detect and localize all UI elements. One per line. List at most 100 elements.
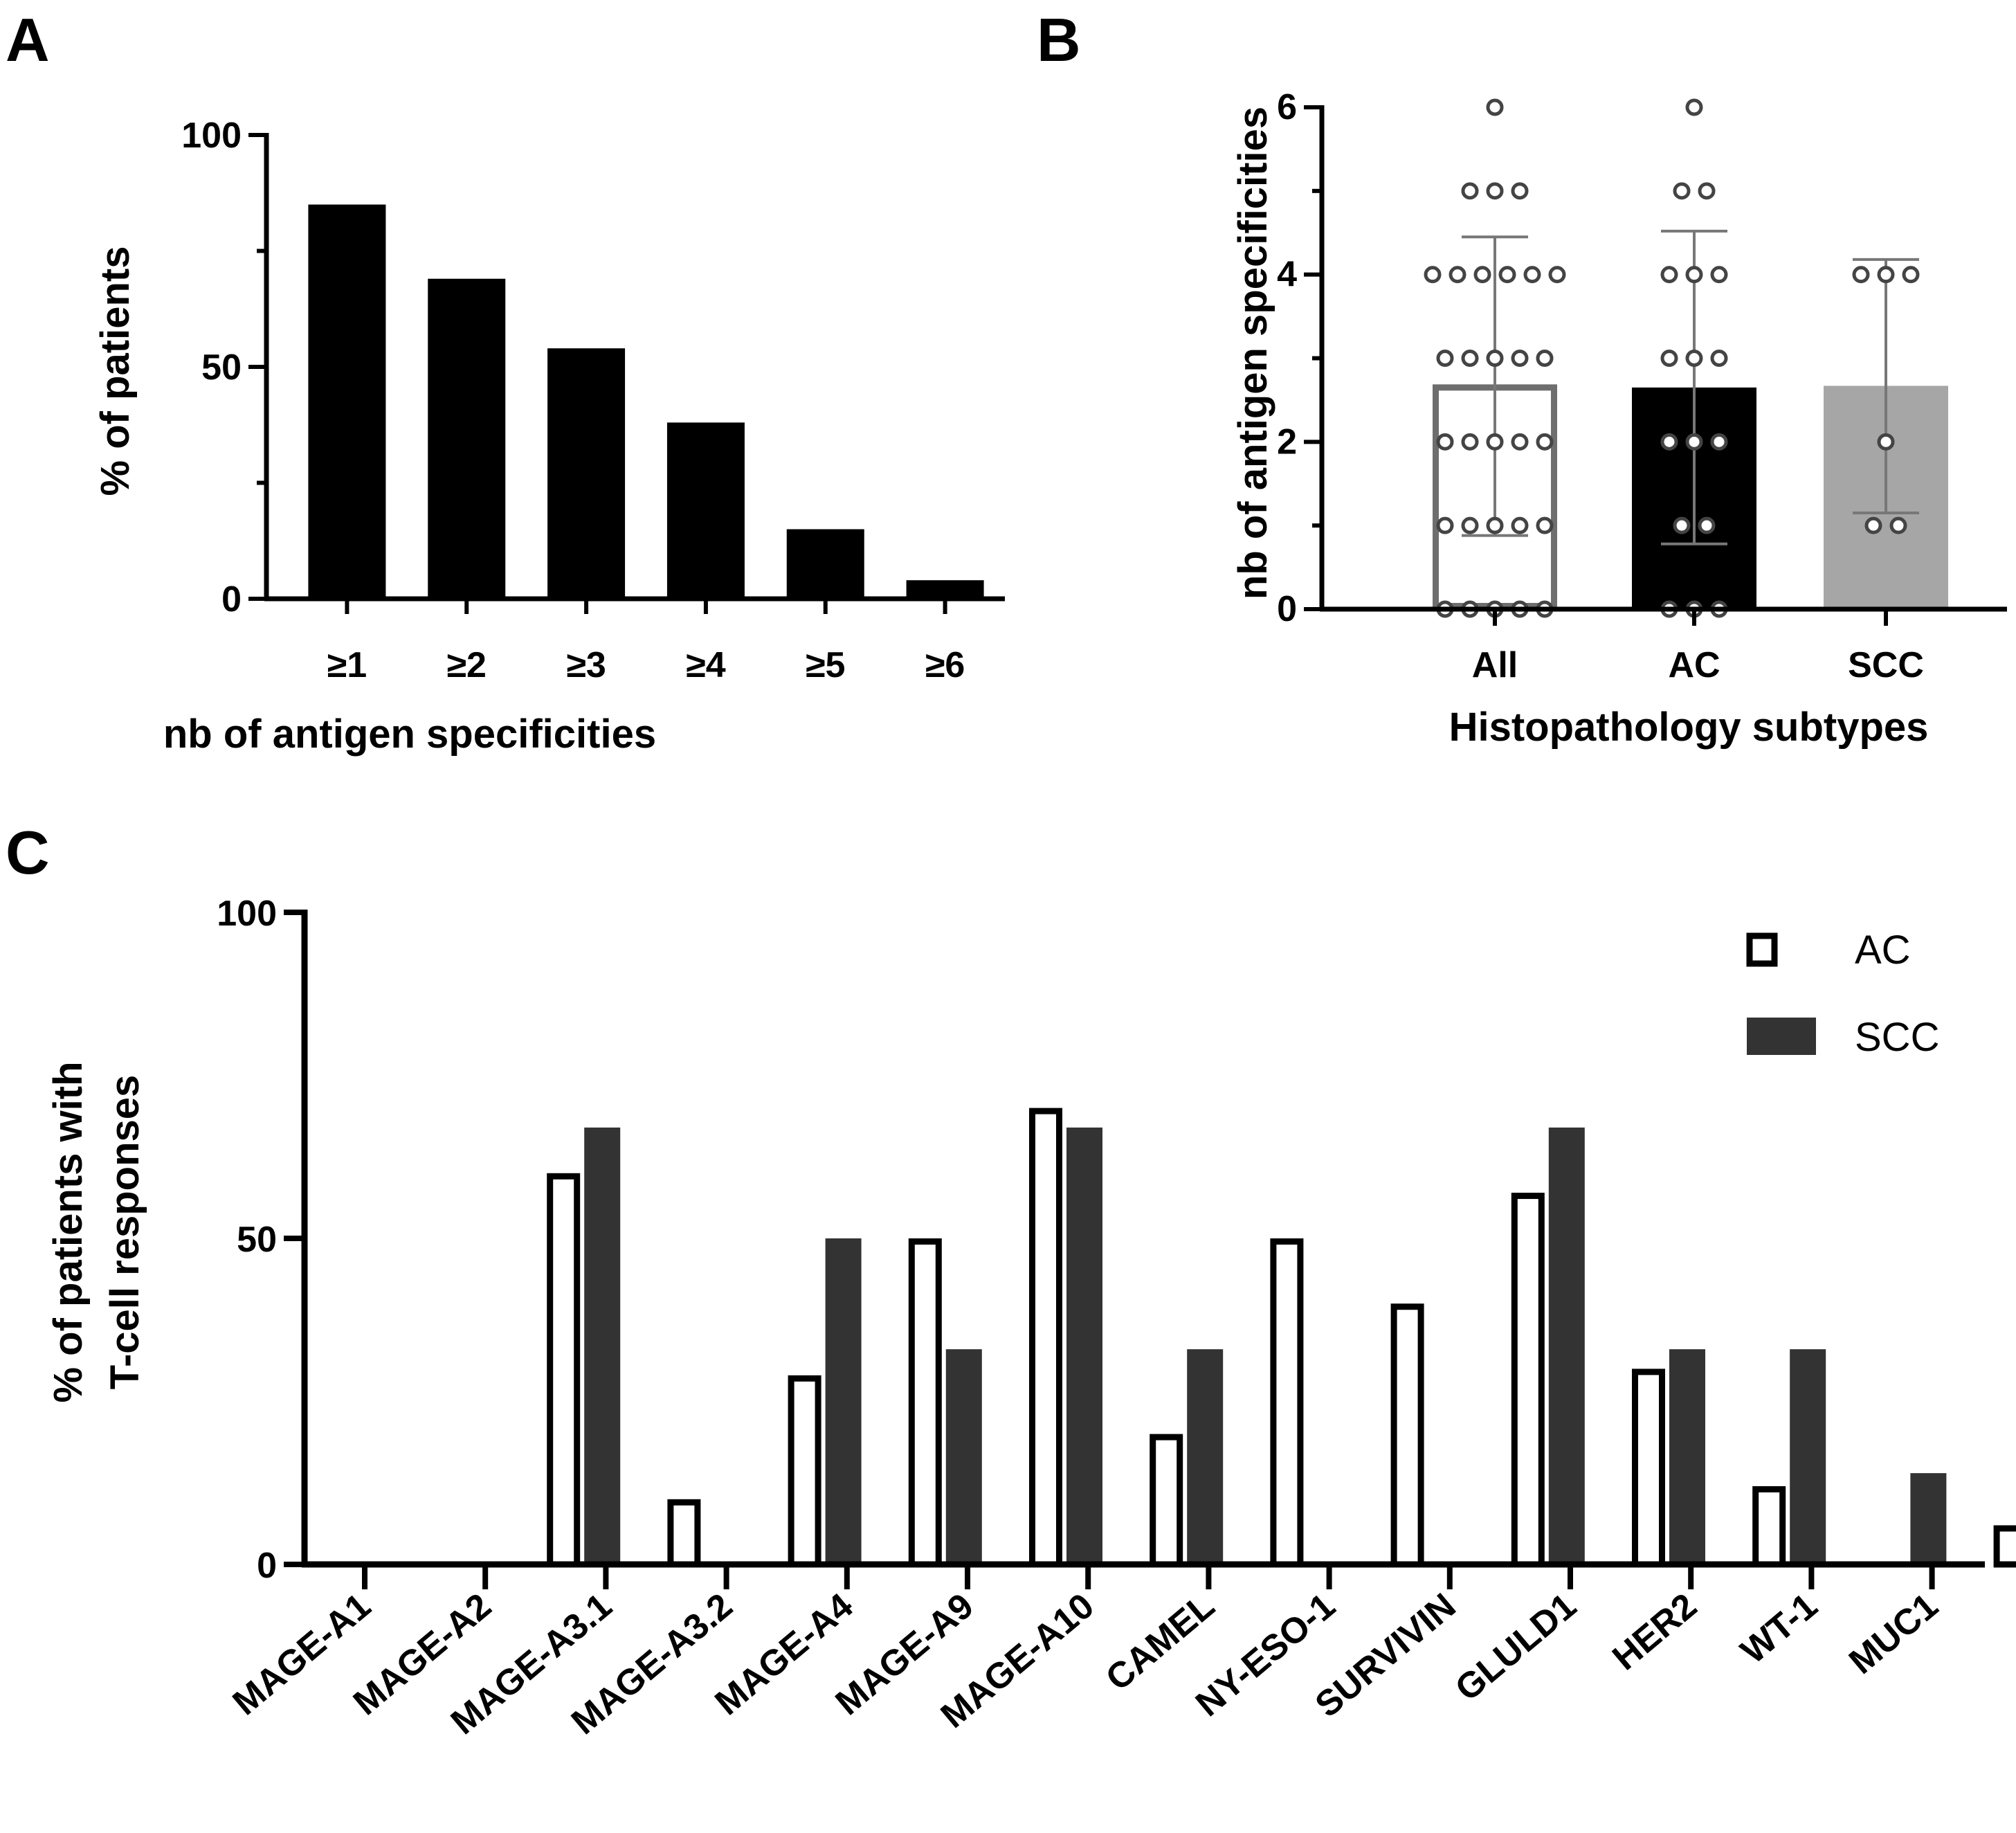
- panel-b-point: [1498, 266, 1516, 284]
- panel-b-point: [1511, 182, 1529, 200]
- panel-b-x-tick-label: SCC: [1848, 645, 1924, 685]
- panel-b-point: [1877, 433, 1895, 451]
- panel-a-xlabel: nb of antigen specificities: [163, 712, 656, 757]
- panel-c-x-tick-label: MUC1: [1842, 1586, 1945, 1682]
- panel-b-point: [1660, 350, 1678, 367]
- panel-c-ylabel-line1: % of patients with: [46, 1062, 91, 1403]
- panel-c-y-tick-label: 50: [237, 1220, 277, 1260]
- panel-c-x-tick-label: HER2: [1605, 1586, 1705, 1679]
- panel-a-bar: [906, 580, 984, 599]
- panel-c-ylabel-line2: T-cell responses: [102, 1075, 147, 1390]
- panel-b-point: [1486, 182, 1504, 200]
- legend-swatch-scc: [1747, 1018, 1816, 1055]
- panel-b-point: [1486, 433, 1504, 451]
- panel-b-point: [1685, 433, 1703, 451]
- panel-a-bar: [308, 204, 386, 599]
- panel-b-point: [1436, 350, 1454, 367]
- panel-c-y-tick-label: 0: [257, 1546, 277, 1586]
- panel-c-bar-ac: [1390, 1303, 1424, 1568]
- panel-b-point: [1486, 98, 1504, 116]
- panel-c-bar-scc: [1910, 1473, 1947, 1564]
- panel-b-point: [1889, 516, 1907, 534]
- panel-b-point: [1536, 516, 1554, 534]
- panel-c-bar-scc: [1669, 1349, 1705, 1564]
- panel-b-point: [1698, 182, 1716, 200]
- panel-a-x-tick-label: ≥3: [566, 645, 606, 685]
- panel-b-x-tick-label: All: [1472, 645, 1518, 685]
- panel-b-point: [1461, 350, 1479, 367]
- panel-b-point: [1685, 350, 1703, 367]
- panel-b-point: [1660, 266, 1678, 284]
- panel-b-point: [1536, 433, 1554, 451]
- legend-label-ac: AC: [1855, 928, 1911, 973]
- panel-b-ylabel: nb of antigen specificities: [1231, 107, 1275, 599]
- panel-a-letter: A: [6, 6, 50, 74]
- panel-b-point: [1685, 98, 1703, 116]
- panel-c-bar-ac: [1270, 1238, 1304, 1568]
- panel-b-point: [1710, 433, 1728, 451]
- panel-a-y-tick-label: 50: [201, 347, 242, 388]
- panel-b-y-tick-label: 2: [1277, 422, 1297, 462]
- panel-a-chart: nb of antigen specificities % of patient…: [93, 116, 1005, 757]
- panel-b-point: [1461, 182, 1479, 200]
- panel-c-chart: % of patients with T-cell responses AC S…: [46, 894, 2016, 1742]
- panel-c-legend: AC SCC: [1746, 928, 1939, 1060]
- panel-c-bar-ac: [667, 1499, 701, 1568]
- panel-b-point: [1902, 266, 1920, 284]
- panel-a-y-tick-label: 0: [221, 579, 242, 620]
- panel-b-point: [1511, 516, 1529, 534]
- panel-a-bar: [666, 422, 745, 599]
- panel-b-point: [1486, 516, 1504, 534]
- panel-b-point: [1548, 266, 1566, 284]
- panel-b-xlabel: Histopathology subtypes: [1449, 705, 1929, 750]
- panel-c-y-tick-label: 100: [217, 894, 277, 934]
- panel-a-x-tick-label: ≥5: [806, 645, 845, 685]
- panel-c-bar-ac: [1029, 1108, 1062, 1568]
- panel-a-x-tick-label: ≥2: [447, 645, 487, 685]
- panel-c-bar-ac: [1993, 1525, 2016, 1568]
- panel-b-point: [1852, 266, 1870, 284]
- panel-b-point: [1436, 516, 1454, 534]
- panel-c-bar-ac: [788, 1375, 821, 1568]
- panel-c-bar-ac: [1632, 1369, 1665, 1568]
- panel-c-bar-scc: [1066, 1127, 1102, 1564]
- panel-b-point: [1473, 266, 1491, 284]
- panel-c-bar-scc: [1790, 1349, 1826, 1564]
- legend-label-scc: SCC: [1855, 1015, 1939, 1060]
- panel-b-letter: B: [1037, 6, 1081, 74]
- panel-c-x-tick-label: WT-1: [1734, 1586, 1825, 1672]
- panel-c-bar-scc: [1548, 1127, 1585, 1564]
- panel-a-ylabel: % of patients: [93, 246, 138, 496]
- panel-b-chart: Histopathology subtypes nb of antigen sp…: [1231, 87, 2007, 750]
- panel-b-point: [1864, 516, 1882, 534]
- legend-swatch-ac: [1746, 932, 1778, 967]
- panel-c-bar-ac: [908, 1238, 942, 1568]
- panel-b-point: [1536, 350, 1554, 367]
- panel-b-point: [1710, 350, 1728, 367]
- panel-b-point: [1660, 433, 1678, 451]
- panel-c-bar-ac: [547, 1173, 581, 1568]
- panel-a-y-tick-label: 100: [181, 116, 242, 156]
- panel-b-point: [1511, 350, 1529, 367]
- panel-c-x-tick-label: GLULD1: [1448, 1586, 1584, 1709]
- panel-a-bar: [547, 348, 626, 599]
- panel-c-bar-scc: [584, 1127, 621, 1564]
- panel-c-bar-ac: [1511, 1193, 1545, 1568]
- panel-b-point: [1685, 266, 1703, 284]
- panel-b-y-tick-label: 0: [1277, 589, 1297, 629]
- panel-a-x-tick-label: ≥4: [686, 645, 726, 685]
- panel-b-point: [1523, 266, 1541, 284]
- panel-c-bar-scc: [825, 1238, 862, 1564]
- panel-b-point: [1461, 516, 1479, 534]
- panel-b-point: [1424, 266, 1442, 284]
- panel-b-x-tick-label: AC: [1668, 645, 1720, 685]
- panel-c-bar-ac: [1752, 1486, 1786, 1568]
- panel-b-point: [1461, 433, 1479, 451]
- panel-b-point: [1486, 350, 1504, 367]
- panel-a-x-tick-label: ≥1: [327, 645, 367, 685]
- panel-b-point: [1877, 266, 1895, 284]
- panel-b-point: [1436, 433, 1454, 451]
- panel-b-point: [1511, 433, 1529, 451]
- panel-b-y-tick-label: 6: [1277, 87, 1297, 127]
